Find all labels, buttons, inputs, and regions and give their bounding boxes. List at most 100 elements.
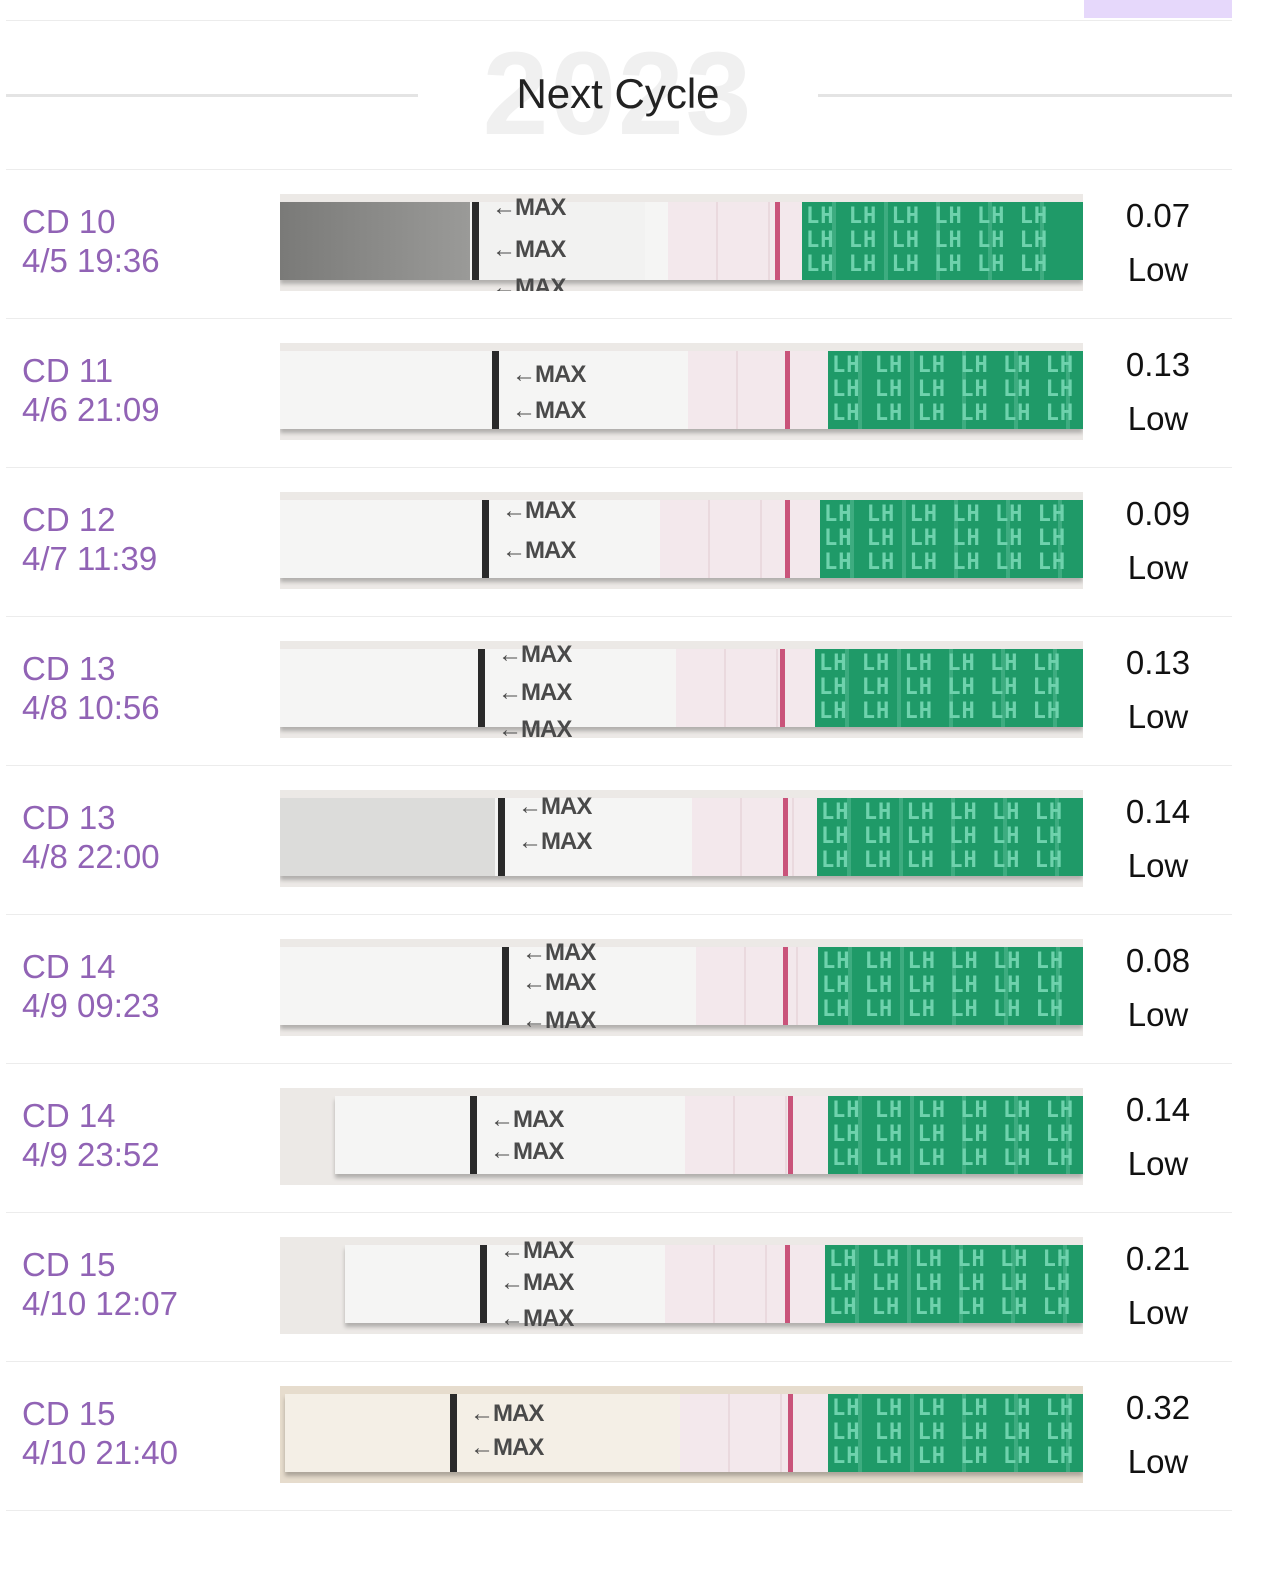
cycle-day-label: CD 13 — [22, 650, 116, 687]
test-strip-photo[interactable]: ←MAX ←MAX ←MAX LH LH LH LH LH LH LH LH LH LH… — [280, 641, 1083, 738]
test-strip-photo[interactable]: ←MAX ←MAX LH LH LH LH LH LH LH LH LH LH LH … — [280, 1088, 1083, 1185]
lh-print: LH LH LH LH LH LH — [806, 252, 1049, 277]
lh-label-band: LH LH LH LH LH LH LH LH LH LH LH LH LH LH … — [828, 1096, 1083, 1174]
test-strip-photo[interactable]: ←MAX ←MAX LH LH LH LH LH LH LH LH LH LH LH … — [280, 1386, 1083, 1483]
max-dip-label: ←MAX — [498, 716, 572, 738]
control-line — [760, 500, 762, 578]
control-line — [708, 500, 710, 578]
selected-tab-indicator[interactable] — [1084, 0, 1232, 18]
lh-label-band: LH LH LH LH LH LH LH LH LH LH LH LH LH LH … — [820, 500, 1083, 578]
lh-label-band: LH LH LH LH LH LH LH LH LH LH LH LH LH LH … — [817, 798, 1083, 876]
lh-reading: 0.32 Low — [1108, 1388, 1208, 1482]
result-window — [676, 649, 815, 727]
test-datetime: 4/8 22:00 — [22, 838, 160, 875]
header-rule-right — [818, 94, 1232, 97]
test-timestamp: CD 14 4/9 09:23 — [22, 947, 160, 1025]
lh-print: LH LH LH LH LH LH — [822, 997, 1065, 1022]
lh-label-band: LH LH LH LH LH LH LH LH LH LH LH LH LH LH … — [815, 649, 1083, 727]
max-line-marker — [492, 351, 499, 429]
result-window — [665, 1245, 825, 1323]
test-row[interactable]: CD 15 4/10 21:40 ←MAX ←MAX LH LH LH LH LH LH… — [6, 1361, 1232, 1511]
test-strip-photo[interactable]: ←MAX ←MAX ←MAX LH LH LH LH LH LH LH LH LH LH… — [280, 939, 1083, 1036]
lh-reading: 0.07 Low — [1108, 196, 1208, 290]
max-line-marker — [478, 649, 485, 727]
lh-print: LH LH LH LH LH LH — [829, 1271, 1072, 1296]
lh-reading: 0.13 Low — [1108, 643, 1208, 737]
test-datetime: 4/9 23:52 — [22, 1136, 160, 1173]
result-window — [685, 1096, 828, 1174]
test-datetime: 4/10 21:40 — [22, 1434, 178, 1471]
result-window — [680, 1394, 828, 1472]
lh-reading: 0.14 Low — [1108, 792, 1208, 886]
test-strip-photo[interactable]: ←MAX ←MAX LH LH LH LH LH LH LH LH LH LH LH … — [280, 343, 1083, 440]
test-timestamp: CD 15 4/10 21:40 — [22, 1394, 178, 1472]
test-datetime: 4/8 10:56 — [22, 689, 160, 726]
test-row[interactable]: CD 12 4/7 11:39 ←MAX ←MAX LH LH LH LH LH LH L… — [6, 467, 1232, 616]
cycle-day-label: CD 15 — [22, 1246, 116, 1283]
lh-label-band: LH LH LH LH LH LH LH LH LH LH LH LH LH LH … — [828, 351, 1083, 429]
max-dip-label: ←MAX — [470, 1400, 544, 1427]
year-watermark: 2023 — [482, 28, 754, 160]
lh-print: LH LH LH LH LH LH — [819, 675, 1062, 700]
cycle-day-label: CD 10 — [22, 203, 116, 240]
test-strip-photo[interactable]: ←MAX ←MAX ←MAX LH LH LH LH LH LH LH LH LH LH… — [280, 1237, 1083, 1334]
test-strip-photo[interactable]: ←MAX ←MAX LH LH LH LH LH LH LH LH LH LH LH … — [280, 492, 1083, 589]
result-window — [688, 351, 828, 429]
lh-level-label: Low — [1127, 1443, 1189, 1480]
lh-level-label: Low — [1127, 698, 1189, 735]
test-timestamp: CD 10 4/5 19:36 — [22, 202, 160, 280]
test-datetime: 4/9 09:23 — [22, 987, 160, 1024]
section-title: Next Cycle — [516, 70, 720, 117]
test-line — [785, 500, 790, 578]
test-strip-photo[interactable]: ←MAX ←MAX ←MAX LH LH LH LH LH LH LH LH LH LH… — [280, 194, 1083, 291]
test-list: CD 10 4/5 19:36 ←MAX ←MAX ←MAX LH LH LH LH LH… — [0, 169, 1266, 1511]
test-row[interactable]: CD 14 4/9 09:23 ←MAX ←MAX ←MAX LH LH LH LH LH… — [6, 914, 1232, 1063]
control-line — [716, 202, 718, 280]
control-line — [728, 1394, 730, 1472]
lh-print: LH LH LH LH LH LH — [819, 651, 1062, 676]
lh-level-label: Low — [1127, 251, 1189, 288]
test-row[interactable]: CD 13 4/8 22:00 ←MAX ←MAX LH LH LH LH LH LH L… — [6, 765, 1232, 914]
max-dip-label: ←MAX — [522, 969, 596, 996]
lh-ratio-value: 0.09 — [1125, 495, 1191, 532]
lh-level-label: Low — [1127, 847, 1189, 884]
test-line — [780, 649, 785, 727]
test-row[interactable]: CD 13 4/8 10:56 ←MAX ←MAX ←MAX LH LH LH LH LH… — [6, 616, 1232, 765]
test-line — [785, 1245, 790, 1323]
test-row[interactable]: CD 11 4/6 21:09 ←MAX ←MAX LH LH LH LH LH LH L… — [6, 318, 1232, 467]
strip-handle-shadow — [280, 202, 470, 280]
max-dip-label: ←MAX — [512, 397, 586, 424]
max-dip-label: ←MAX — [492, 274, 566, 291]
header-rule-left — [6, 94, 418, 97]
lh-reading: 0.08 Low — [1108, 941, 1208, 1035]
lh-reading: 0.13 Low — [1108, 345, 1208, 439]
lh-print: LH LH LH LH LH LH — [832, 353, 1075, 378]
test-strip-photo[interactable]: ←MAX ←MAX LH LH LH LH LH LH LH LH LH LH LH … — [280, 790, 1083, 887]
lh-print: LH LH LH LH LH LH — [832, 1396, 1075, 1421]
lh-ratio-value: 0.32 — [1125, 1389, 1191, 1426]
lh-label-band: LH LH LH LH LH LH LH LH LH LH LH LH LH LH … — [828, 1394, 1083, 1472]
lh-level-label: Low — [1127, 996, 1189, 1033]
max-dip-label: ←MAX — [500, 1305, 574, 1332]
lh-ratio-value: 0.13 — [1125, 644, 1191, 681]
control-line — [796, 947, 798, 1025]
lh-print: LH LH LH LH LH LH — [824, 502, 1067, 527]
lh-print: LH LH LH LH LH LH — [832, 1146, 1075, 1171]
lh-print: LH LH LH LH LH LH — [832, 401, 1075, 426]
lh-reading: 0.21 Low — [1108, 1239, 1208, 1333]
test-timestamp: CD 11 4/6 21:09 — [22, 351, 160, 429]
max-line-marker — [470, 1096, 477, 1174]
cycle-day-label: CD 14 — [22, 1097, 116, 1134]
cycle-day-label: CD 15 — [22, 1395, 116, 1432]
test-row[interactable]: CD 10 4/5 19:36 ←MAX ←MAX ←MAX LH LH LH LH LH… — [6, 169, 1232, 318]
lh-reading: 0.09 Low — [1108, 494, 1208, 588]
test-row[interactable]: CD 15 4/10 12:07 ←MAX ←MAX ←MAX LH LH LH LH L… — [6, 1212, 1232, 1361]
lh-ratio-value: 0.14 — [1125, 1091, 1191, 1128]
lh-print: LH LH LH LH LH LH — [819, 699, 1062, 724]
lh-print: LH LH LH LH LH LH — [832, 1420, 1075, 1445]
max-dip-label: ←MAX — [522, 939, 596, 966]
lh-print: LH LH LH LH LH LH — [832, 1122, 1075, 1147]
test-row[interactable]: CD 14 4/9 23:52 ←MAX ←MAX LH LH LH LH LH LH L… — [6, 1063, 1232, 1212]
control-line — [785, 1096, 787, 1174]
max-dip-label: ←MAX — [498, 641, 572, 668]
